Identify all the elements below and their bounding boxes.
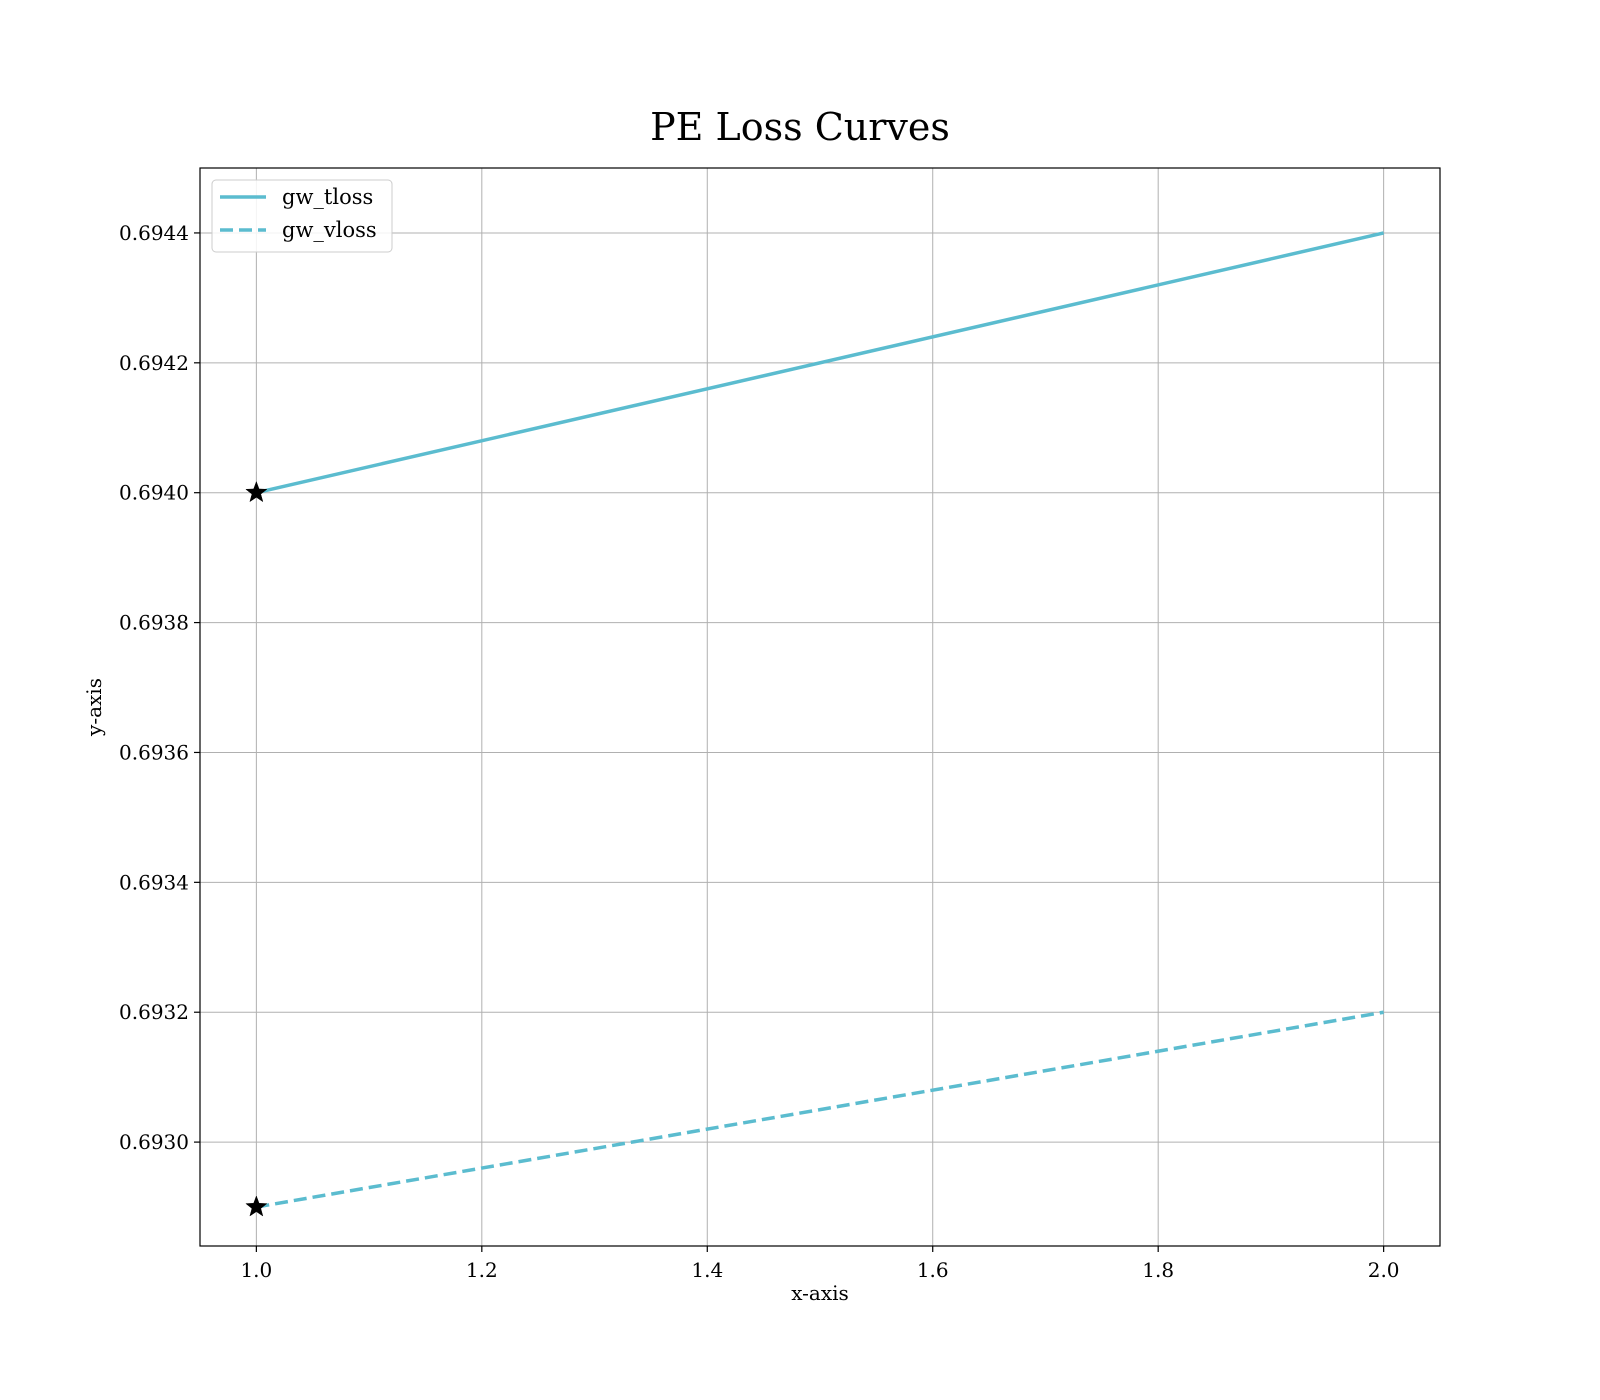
plot-frame [199,167,1441,1247]
legend: gw_tloss gw_vloss [211,179,393,253]
y-tick-label: 0.6936 [119,740,189,764]
best-marker-gw-tloss [245,480,268,503]
legend-label-gw-vloss: gw_vloss [282,218,377,242]
y-ticks: 0.6930 0.6932 0.6934 0.6936 0.6938 0.6940 0.69… [119,221,200,1154]
y-tick-label: 0.6934 [119,870,189,894]
chart-title: PE Loss Curves [650,105,950,149]
y-tick-label: 0.6940 [119,481,189,505]
series-layer [255,231,1385,1209]
y-axis-label: y-axis [82,678,106,737]
y-tick-label: 0.6942 [119,351,189,375]
series-line-gw-tloss [255,231,1385,495]
markers-layer [245,480,268,1217]
x-tick-label: 2.0 [1368,1258,1400,1282]
legend-label-gw-tloss: gw_tloss [282,185,373,209]
grid [200,168,1440,1246]
best-marker-gw-vloss [245,1195,268,1217]
x-tick-label: 1.4 [691,1258,723,1282]
y-tick-label: 0.6930 [119,1130,189,1154]
y-tick-label: 0.6938 [119,611,189,635]
y-tick-label: 0.6944 [119,221,189,245]
x-tick-label: 1.6 [917,1258,949,1282]
series-line-gw-vloss [256,1010,1384,1209]
x-ticks: 1.0 1.2 1.4 1.6 1.8 2.0 [240,1246,1400,1282]
y-tick-label: 0.6932 [119,1000,189,1024]
x-axis-label: x-axis [791,1281,849,1305]
x-tick-label: 1.2 [466,1258,498,1282]
x-tick-label: 1.8 [1142,1258,1174,1282]
x-tick-label: 1.0 [240,1258,272,1282]
